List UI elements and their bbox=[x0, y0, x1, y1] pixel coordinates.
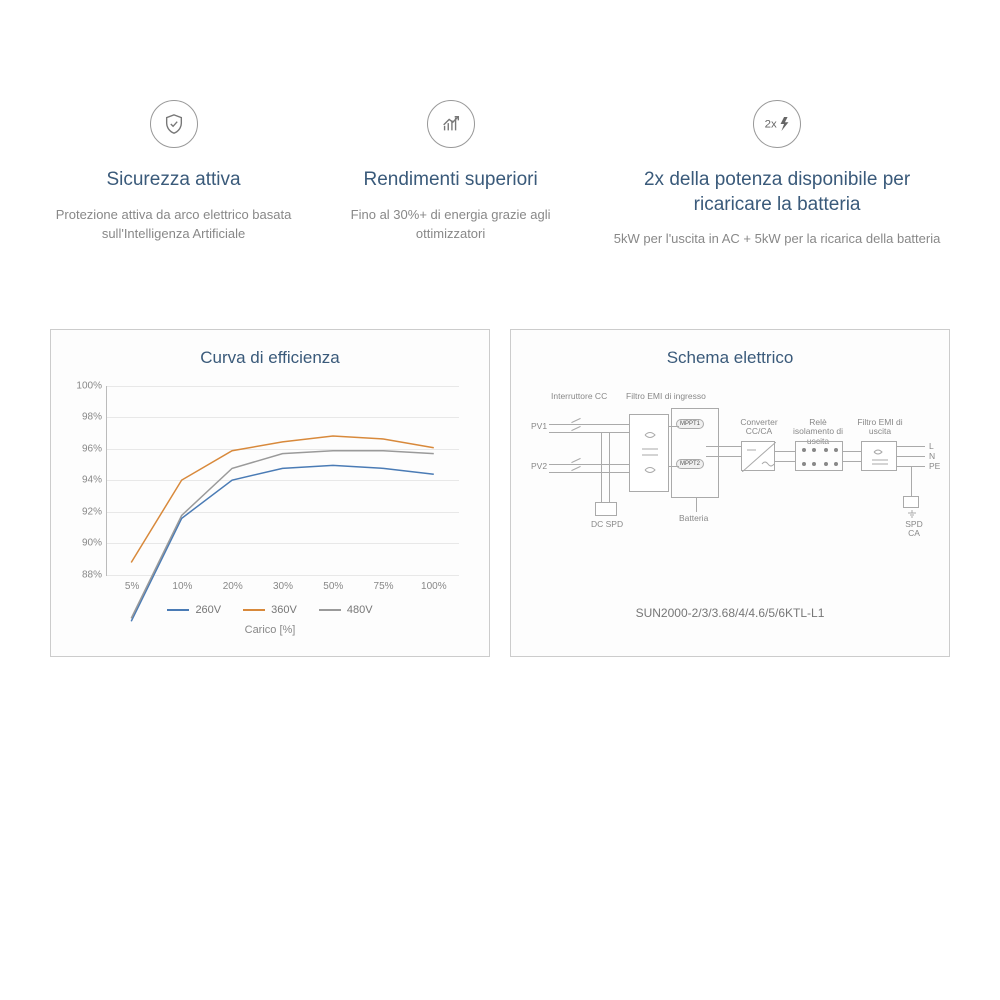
feature-title: Sicurezza attiva bbox=[50, 168, 297, 193]
feature-security: Sicurezza attiva Protezione attiva da ar… bbox=[50, 100, 297, 249]
shield-icon bbox=[150, 100, 198, 148]
schematic-panel: Schema elettrico Interruttore CC Filtro … bbox=[510, 329, 950, 657]
chart-ytick: 88% bbox=[82, 569, 102, 580]
label-pv2: PV2 bbox=[531, 462, 547, 471]
svg-text:2x: 2x bbox=[765, 119, 777, 131]
panels-row: Curva di efficienza 88%90%92%94%96%98%10… bbox=[50, 329, 950, 657]
label-interruttore: Interruttore CC bbox=[551, 392, 607, 401]
label-dcspd: DC SPD bbox=[591, 520, 623, 529]
schematic-title: Schema elettrico bbox=[531, 348, 929, 368]
chart-ytick: 92% bbox=[82, 506, 102, 517]
chart-title: Curva di efficienza bbox=[71, 348, 469, 368]
feature-title: 2x della potenza disponibile per ricaric… bbox=[604, 168, 950, 217]
chart-up-icon bbox=[427, 100, 475, 148]
feature-title: Rendimenti superiori bbox=[327, 168, 574, 193]
chart-plot-area: 88%90%92%94%96%98%100%5%10%20%30%50%75%1… bbox=[106, 386, 459, 576]
label-PE: PE bbox=[929, 462, 940, 471]
box-converter bbox=[741, 441, 775, 471]
feature-desc: Fino al 30%+ di energia grazie agli otti… bbox=[327, 205, 574, 244]
schematic-caption: SUN2000-2/3/3.68/4/4.6/5/6KTL-L1 bbox=[531, 606, 929, 620]
features-row: Sicurezza attiva Protezione attiva da ar… bbox=[50, 100, 950, 249]
label-pv1: PV1 bbox=[531, 422, 547, 431]
efficiency-chart-panel: Curva di efficienza 88%90%92%94%96%98%10… bbox=[50, 329, 490, 657]
chart-ytick: 94% bbox=[82, 475, 102, 486]
label-filtro-out: Filtro EMI di uscita bbox=[857, 418, 903, 437]
box-filtro-emi-in bbox=[629, 414, 669, 492]
label-spdca: SPD CA bbox=[899, 520, 929, 539]
feature-desc: 5kW per l'uscita in AC + 5kW per la rica… bbox=[604, 229, 950, 249]
label-L: L bbox=[929, 442, 934, 451]
feature-battery-power: 2x 2x della potenza disponibile per rica… bbox=[604, 100, 950, 249]
schematic-diagram: Interruttore CC Filtro EMI di ingresso P… bbox=[531, 386, 929, 596]
chart-ytick: 96% bbox=[82, 443, 102, 454]
label-batteria: Batteria bbox=[679, 514, 708, 523]
chart-ytick: 90% bbox=[82, 538, 102, 549]
label-converter: Converter CC/CA bbox=[737, 418, 781, 437]
box-rele bbox=[795, 441, 843, 471]
two-x-bolt-icon: 2x bbox=[753, 100, 801, 148]
chart-ytick: 100% bbox=[76, 380, 102, 391]
feature-yields: Rendimenti superiori Fino al 30%+ di ene… bbox=[327, 100, 574, 249]
feature-desc: Protezione attiva da arco elettrico basa… bbox=[50, 205, 297, 244]
label-N: N bbox=[929, 452, 935, 461]
label-filtro-in: Filtro EMI di ingresso bbox=[626, 392, 706, 401]
box-filtro-emi-out bbox=[861, 441, 897, 471]
chart-ytick: 98% bbox=[82, 412, 102, 423]
